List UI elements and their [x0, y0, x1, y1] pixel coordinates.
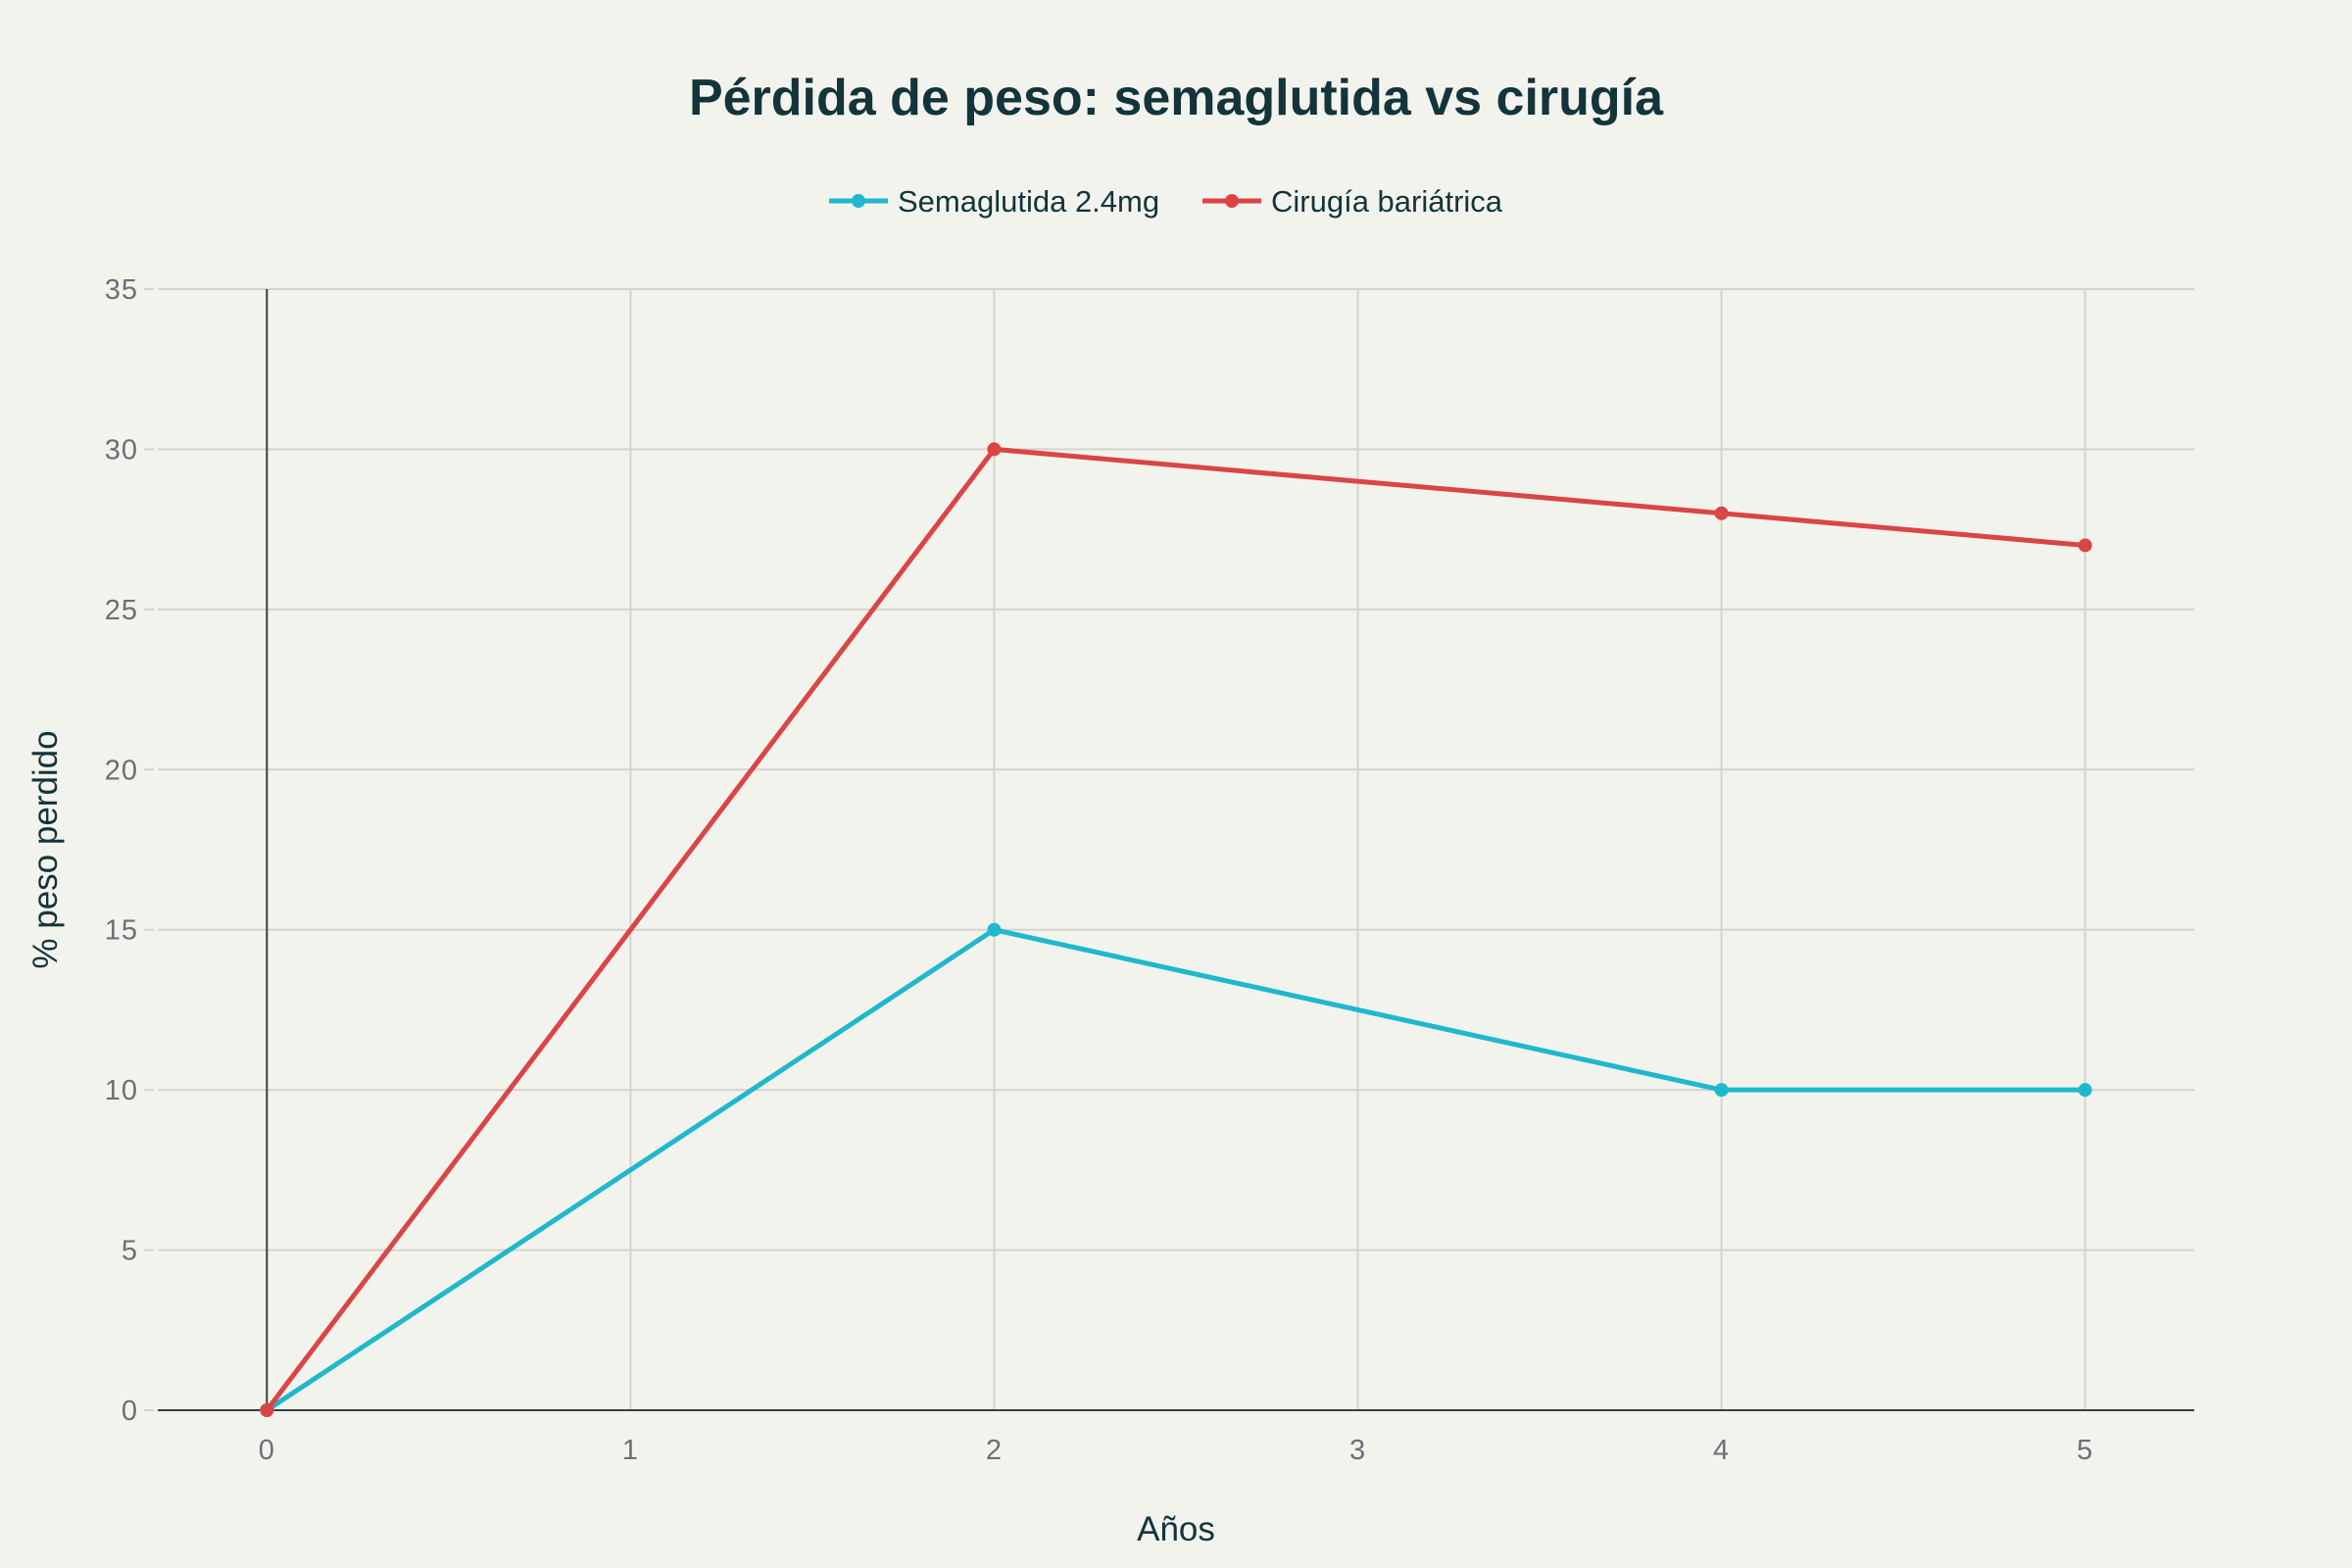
legend-item: Cirugía bariátrica — [1202, 184, 1503, 219]
series-layer — [260, 442, 2092, 1417]
data-point — [987, 442, 1002, 457]
legend-label: Semaglutida 2.4mg — [898, 184, 1159, 219]
series-cirugia — [260, 442, 2092, 1417]
x-tick-label: 0 — [259, 1435, 275, 1466]
y-tick-label: 25 — [105, 595, 138, 626]
data-point — [2078, 1083, 2092, 1098]
x-axis-title: Años — [1137, 1510, 1215, 1548]
y-tick-label: 15 — [105, 915, 138, 947]
y-tick-label: 30 — [105, 434, 138, 466]
series-line — [265, 446, 2085, 1412]
chart-title: Pérdida de peso: semaglutida vs cirugía — [689, 70, 1664, 126]
data-point — [987, 922, 1002, 937]
grid — [144, 288, 2194, 1411]
data-point — [1714, 1083, 1729, 1098]
x-tick-label: 1 — [622, 1435, 639, 1466]
y-tick-label: 0 — [122, 1396, 138, 1427]
series-line — [265, 927, 2085, 1413]
series-semaglutida — [260, 922, 2092, 1417]
legend-marker — [1225, 194, 1239, 208]
y-tick-label: 10 — [105, 1075, 138, 1106]
x-tick-label: 3 — [1349, 1435, 1366, 1466]
y-axis-title: % peso perdido — [26, 730, 65, 968]
y-tick-label: 5 — [122, 1236, 138, 1267]
data-point — [2078, 538, 2092, 553]
data-point — [1714, 506, 1729, 520]
y-tick-label: 20 — [105, 755, 138, 786]
legend: Semaglutida 2.4mg Cirugía bariátrica — [829, 184, 1503, 219]
x-tick-label: 2 — [986, 1435, 1003, 1466]
y-tick-label: 35 — [105, 274, 138, 306]
legend-item: Semaglutida 2.4mg — [829, 184, 1159, 219]
x-tick-label: 5 — [2077, 1435, 2093, 1466]
legend-marker — [852, 194, 865, 208]
axes: 0 5 10 15 20 25 30 35 0 1 2 3 4 5 — [105, 274, 2194, 1466]
data-point — [260, 1403, 274, 1417]
x-tick-label: 4 — [1713, 1435, 1730, 1466]
legend-label: Cirugía bariátrica — [1271, 184, 1503, 219]
